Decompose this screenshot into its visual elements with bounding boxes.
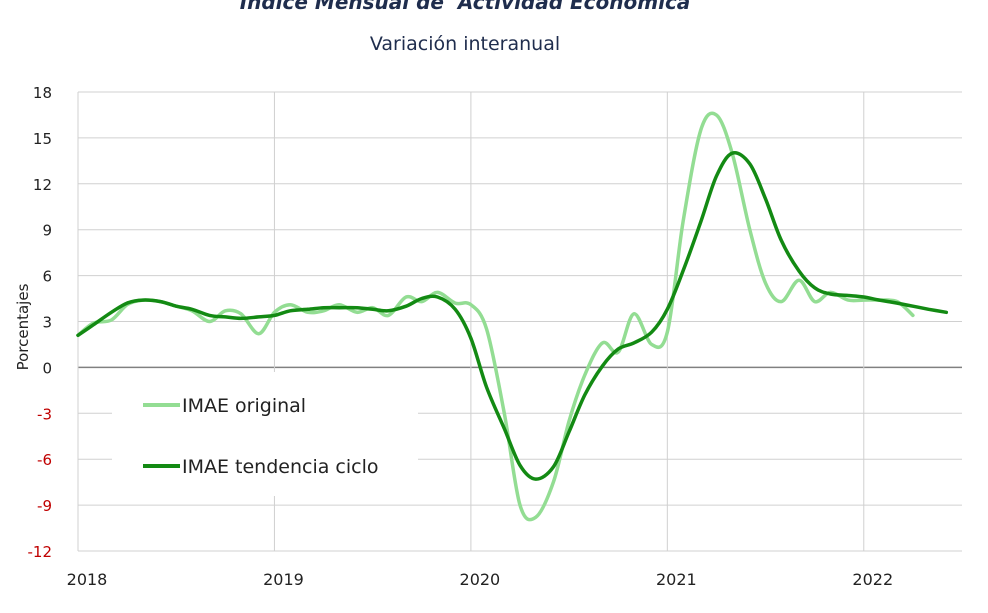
x-tick-label: 2018: [67, 570, 108, 589]
y-tick-label: -3: [37, 405, 52, 423]
y-tick-label: 3: [42, 314, 52, 332]
chart-title: Índice Mensual de Actividad Económica: [239, 0, 691, 14]
x-axis-ticks: 2018 2019 2020 2021 2022: [67, 570, 893, 589]
series-line-imae-original: [76, 111, 915, 522]
legend-background: [112, 372, 418, 496]
y-tick-label: 18: [33, 84, 52, 102]
x-tick-label: 2020: [460, 570, 501, 589]
chart-subtitle: Variación interanual: [369, 33, 561, 55]
y-tick-label: 12: [33, 176, 52, 194]
legend-label: IMAE original: [182, 395, 306, 417]
y-tick-label: -9: [37, 497, 52, 515]
y-tick-label: -12: [28, 543, 53, 561]
x-tick-label: 2019: [263, 570, 304, 589]
y-tick-label: 0: [42, 359, 52, 377]
x-tick-label: 2022: [852, 570, 893, 589]
x-tick-label: 2021: [656, 570, 697, 589]
series: [76, 111, 949, 522]
legend: IMAE original IMAE tendencia ciclo: [143, 395, 379, 478]
y-axis-ticks: 18 15 12 9 6 3 0 -3 -6 -9 -12: [28, 84, 53, 561]
y-tick-label: 9: [42, 222, 52, 240]
legend-label: IMAE tendencia ciclo: [182, 456, 379, 478]
y-tick-label: 15: [33, 130, 52, 148]
series-line-imae-tendencia-ciclo: [76, 151, 949, 481]
y-tick-label: -6: [37, 451, 52, 469]
y-tick-label: 6: [42, 268, 52, 286]
